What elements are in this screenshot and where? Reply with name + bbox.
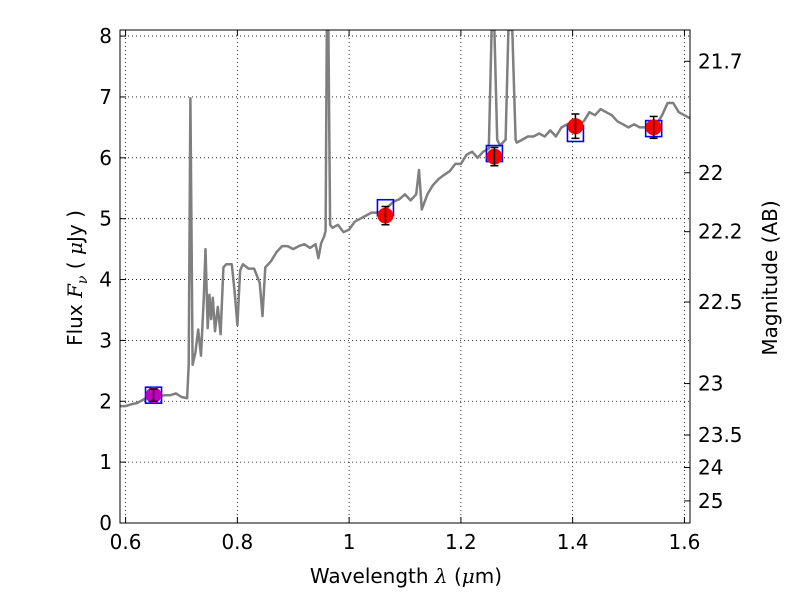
mag-tick-label: 23 (698, 372, 723, 396)
mag-tick-label: 22.5 (698, 290, 743, 314)
x-tick-label: 1.4 (557, 530, 589, 554)
y-tick-label: 8 (99, 24, 112, 48)
mag-tick-label: 22 (698, 161, 723, 185)
y-tick-label: 7 (99, 85, 112, 109)
x-tick-label: 1.6 (669, 530, 701, 554)
x-tick-label: 0.8 (221, 530, 253, 554)
y-tick-label: 0 (99, 511, 112, 535)
x-tick-label: 0.6 (110, 530, 142, 554)
mag-tick-label: 23.5 (698, 423, 743, 447)
x-tick-label: 1.2 (445, 530, 477, 554)
y-axis-label: Flux Fν ( μJy ) (63, 210, 91, 346)
mag-tick-label: 24 (698, 455, 723, 479)
y-tick-label: 6 (99, 146, 112, 170)
x-axis-label: Wavelength λ (μm) (310, 564, 502, 588)
y-tick-label: 2 (99, 389, 112, 413)
mag-tick-label: 22.2 (698, 220, 743, 244)
y2-axis-label: Magnitude (AB) (758, 200, 782, 355)
x-tick-label: 1 (343, 530, 356, 554)
mag-tick-label: 21.7 (698, 49, 743, 73)
plot-frame (119, 29, 691, 524)
y-tick-label: 5 (99, 207, 112, 231)
y-tick-label: 4 (99, 268, 112, 292)
photometry-layer (145, 113, 662, 404)
mag-tick-label: 25 (698, 489, 723, 513)
axis-ticks: 0.6 0.8 1 1.2 1.4 1.601234567821.72222.222.52… (99, 24, 742, 554)
y-tick-label: 3 (99, 328, 112, 352)
y-tick-label: 1 (99, 450, 112, 474)
